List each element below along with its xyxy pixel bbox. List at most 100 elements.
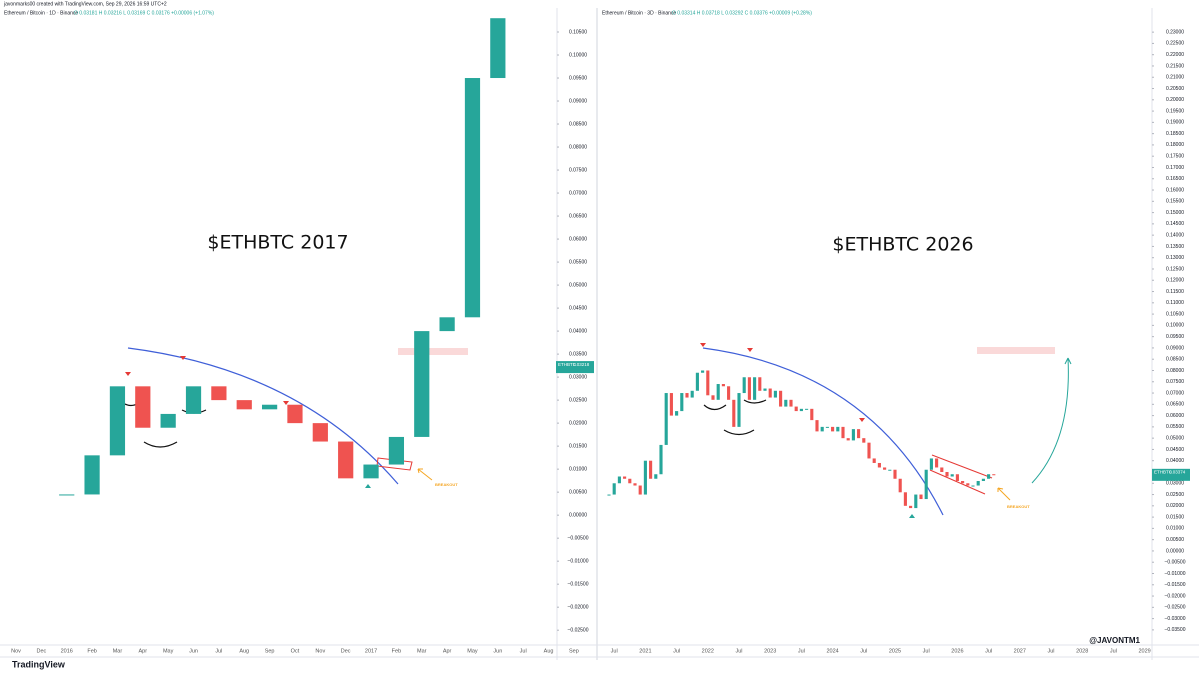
x-tick-label: 2016	[61, 648, 73, 654]
candle	[711, 395, 715, 400]
candle	[779, 390, 783, 407]
y-tick-label: 0.00000	[1166, 548, 1184, 554]
y-tick-label: 0.07500	[1166, 379, 1184, 385]
y-tick-label: 0.04000	[569, 328, 587, 334]
candle	[464, 78, 481, 318]
x-tick-label: Apr	[139, 648, 148, 654]
target-zone	[977, 347, 1055, 354]
x-tick-label: Jul	[611, 648, 618, 654]
x-tick-label: Aug	[239, 648, 249, 654]
candle	[737, 393, 741, 427]
x-tick-label: 2023	[764, 648, 776, 654]
x-tick-label: Jul	[673, 648, 680, 654]
candle	[919, 494, 923, 500]
y-tick-label: −0.01000	[1165, 571, 1186, 577]
x-tick-label: May	[163, 648, 174, 654]
candle	[846, 438, 850, 441]
y-tick-label: −0.01000	[568, 559, 589, 565]
candle	[820, 426, 824, 432]
y-tick-label: −0.01500	[568, 582, 589, 588]
candle	[617, 476, 621, 484]
y-tick-label: 0.08000	[1166, 368, 1184, 374]
y-tick-label: 0.13000	[1166, 255, 1184, 261]
candle	[971, 485, 975, 487]
x-tick-label: 2017	[365, 648, 377, 654]
candle	[867, 442, 871, 459]
candle	[623, 476, 627, 479]
price-label-name: ETHBTC	[558, 362, 577, 367]
y-tick-label: 0.16500	[1166, 176, 1184, 182]
candle	[950, 474, 954, 477]
y-tick-label: 0.20000	[1166, 97, 1184, 103]
candle	[59, 494, 75, 496]
candle	[966, 483, 970, 486]
x-tick-label: 2029	[1138, 648, 1150, 654]
price-label-box	[1152, 468, 1190, 481]
candle	[742, 377, 746, 394]
breakout-label: BREAKOUT	[435, 482, 458, 487]
author-line: javonmarks00 created with TradingView.co…	[3, 1, 167, 7]
y-tick-label: 0.15000	[1166, 210, 1184, 216]
candle	[664, 393, 668, 445]
y-tick-label: 0.04500	[1166, 447, 1184, 453]
y-tick-label: 0.08500	[569, 121, 587, 127]
x-tick-label: 2025	[889, 648, 901, 654]
y-tick-label: 0.01500	[1166, 514, 1184, 520]
y-tick-label: 0.02000	[1166, 503, 1184, 509]
y-tick-label: −0.03500	[1165, 627, 1186, 633]
candle	[883, 467, 887, 470]
y-tick-label: 0.09500	[1166, 334, 1184, 340]
x-tick-label: Feb	[87, 648, 96, 654]
y-tick-label: −0.01500	[1165, 582, 1186, 588]
candle	[490, 18, 506, 79]
candle	[784, 399, 788, 407]
y-tick-label: 0.01000	[1166, 526, 1184, 532]
y-tick-label: 0.18500	[1166, 131, 1184, 137]
candle	[732, 399, 736, 427]
y-tick-label: 0.04000	[1166, 458, 1184, 464]
y-tick-label: 0.03500	[569, 351, 587, 357]
y-tick-label: 0.23000	[1166, 29, 1184, 35]
x-tick-label: Sep	[265, 648, 275, 654]
candle	[695, 372, 699, 391]
price-label-box	[556, 361, 594, 374]
candle	[929, 458, 933, 470]
y-tick-label: 0.18000	[1166, 142, 1184, 148]
x-tick-label: Nov	[11, 648, 21, 654]
candle	[763, 388, 767, 391]
resistance-zone	[398, 348, 468, 355]
candle	[109, 386, 126, 456]
candle	[914, 494, 918, 509]
x-tick-label: Dec	[341, 648, 351, 654]
y-tick-label: 0.08500	[1166, 357, 1184, 363]
candle	[659, 444, 663, 475]
candle	[810, 408, 814, 421]
y-tick-label: 0.00500	[569, 489, 587, 495]
candle	[706, 370, 710, 396]
candle	[945, 471, 949, 477]
candle	[825, 426, 829, 428]
y-tick-label: 0.10500	[1166, 311, 1184, 317]
bottom-markers	[365, 484, 915, 518]
candle	[799, 408, 803, 412]
candle	[893, 469, 897, 479]
candle	[685, 393, 689, 398]
candle	[716, 384, 720, 400]
y-tick-label: 0.17000	[1166, 165, 1184, 171]
trend-curve	[127, 347, 399, 485]
x-tick-label: Jul	[923, 648, 930, 654]
price-label-value: 0.03218	[573, 362, 590, 367]
candle	[815, 420, 819, 432]
y-tick-label: 0.13500	[1166, 244, 1184, 250]
y-tick-label: 0.06500	[569, 213, 587, 219]
x-tick-label: 2028	[1076, 648, 1088, 654]
x-tick-label: Nov	[315, 648, 325, 654]
y-tick-label: 0.22000	[1166, 52, 1184, 58]
ohlc: O 0.03314 H 0.03718 L 0.03292 C 0.03376 …	[672, 10, 812, 16]
candle	[888, 469, 892, 471]
candle	[721, 384, 725, 387]
y-tick-label: 0.03000	[569, 374, 587, 380]
candle	[981, 478, 985, 482]
